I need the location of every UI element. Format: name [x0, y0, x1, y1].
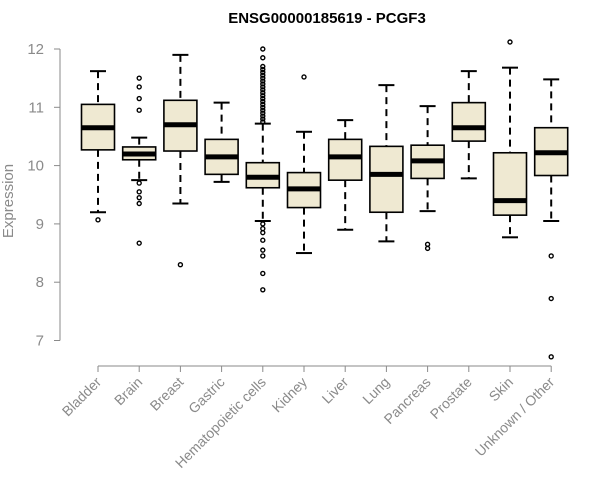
outlier-point — [260, 92, 266, 99]
outlier-point — [260, 46, 266, 52]
y-tick-label: 10 — [27, 158, 44, 175]
outlier-point — [177, 262, 184, 268]
outlier-point — [260, 95, 266, 102]
y-tick-label: 12 — [27, 41, 44, 58]
outlier-point — [548, 354, 554, 360]
x-tick-label: Brain — [111, 374, 145, 408]
outlier-point — [136, 200, 142, 207]
box-bladder — [80, 70, 116, 223]
outlier-point — [424, 245, 431, 252]
outlier-point — [260, 101, 266, 108]
chart-title: ENSG00000185619 - PCGF3 — [228, 10, 426, 27]
x-tick-label: Breast — [147, 374, 187, 414]
outlier-point — [260, 229, 266, 236]
x-tick-label: Kidney — [269, 374, 311, 416]
outlier-point — [260, 81, 266, 87]
box-skin — [492, 39, 528, 239]
y-axis-label: Expression — [0, 164, 17, 238]
box-prostate — [451, 70, 487, 180]
outlier-point — [136, 180, 142, 186]
outlier-point — [136, 84, 142, 90]
iqr-box — [451, 101, 487, 142]
outlier-point — [260, 221, 266, 227]
outlier-point — [95, 217, 101, 223]
x-tick-label: Prostate — [427, 374, 475, 422]
outlier-point — [260, 104, 266, 111]
outlier-point — [260, 107, 266, 113]
outlier-point — [260, 84, 266, 90]
x-tick-label: Skin — [486, 374, 517, 405]
outlier-point — [260, 87, 266, 93]
outlier-point — [260, 253, 266, 259]
outlier-point — [260, 116, 266, 122]
y-tick-label: 8 — [36, 274, 44, 291]
box-lung — [369, 84, 404, 243]
outlier-point — [260, 90, 266, 96]
outlier-point — [260, 66, 266, 73]
outlier-point — [260, 119, 266, 125]
outlier-point — [260, 72, 266, 78]
iqr-box — [327, 138, 363, 181]
outlier-point — [136, 75, 142, 81]
x-tick-label: Bladder — [59, 374, 105, 420]
y-tick-label: 11 — [28, 99, 44, 116]
outlier-point — [260, 270, 266, 277]
x-tick-label: Lung — [359, 374, 392, 407]
outlier-point — [136, 240, 142, 246]
outlier-point — [260, 287, 266, 293]
box-hematopoietic-cells — [245, 46, 281, 293]
box-gastric — [204, 101, 239, 183]
iqr-box — [492, 151, 528, 216]
outlier-point — [260, 247, 266, 253]
y-tick-label: 9 — [36, 216, 44, 233]
outlier-point — [301, 74, 307, 80]
y-tick-label: 7 — [36, 333, 44, 350]
outlier-point — [260, 55, 266, 61]
x-tick-label: Liver — [319, 374, 352, 407]
outlier-point — [260, 75, 266, 81]
outlier-point — [136, 189, 142, 195]
box-unknown-other — [533, 78, 569, 360]
outlier-point — [548, 295, 554, 302]
outlier-point — [260, 237, 266, 243]
box-breast — [163, 53, 198, 268]
box-pancreas — [410, 105, 445, 252]
boxes-group — [80, 39, 569, 360]
outlier-point — [260, 78, 266, 84]
outlier-point — [260, 69, 266, 76]
box-brain — [121, 75, 157, 246]
outlier-point — [136, 95, 142, 102]
outlier-point — [260, 110, 266, 116]
box-kidney — [286, 74, 322, 255]
outlier-point — [548, 253, 554, 259]
outlier-point — [260, 98, 266, 105]
outlier-point — [507, 39, 513, 45]
outlier-point — [136, 194, 142, 201]
outlier-point — [136, 107, 142, 113]
y-axis: 7 8 9 10 11 12 — [27, 41, 61, 350]
iqr-box — [369, 145, 404, 214]
box-liver — [327, 119, 363, 231]
outlier-point — [260, 63, 266, 70]
outlier-point — [260, 113, 266, 119]
